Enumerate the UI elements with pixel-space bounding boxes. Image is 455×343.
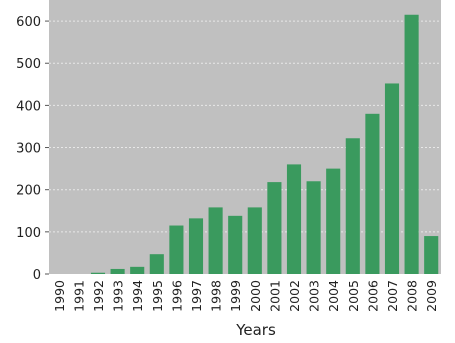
x-axis: 1990 1991 1992 1993 1994 1995 1996 1997 1998 1999… bbox=[52, 280, 439, 312]
y-tick-label: 300 bbox=[16, 142, 41, 157]
bar-1997 bbox=[188, 218, 204, 274]
bar-2008 bbox=[404, 14, 419, 275]
x-tick-label: 1990 bbox=[52, 280, 67, 312]
bar-2001 bbox=[267, 182, 282, 274]
bar-2005 bbox=[345, 138, 360, 274]
bar-1995 bbox=[149, 254, 164, 274]
x-tick-label: 1999 bbox=[228, 280, 243, 312]
y-tick-label: 600 bbox=[16, 15, 41, 30]
y-tick-label: 0 bbox=[33, 268, 41, 283]
bar-1992 bbox=[90, 272, 106, 274]
x-tick-label: 1996 bbox=[169, 280, 184, 312]
x-tick-label: 1997 bbox=[189, 280, 204, 312]
x-tick-label: 2001 bbox=[267, 280, 282, 312]
y-tick-label: 400 bbox=[16, 99, 41, 114]
bar-2004 bbox=[326, 168, 341, 274]
x-tick-label: 2000 bbox=[248, 280, 263, 312]
bars bbox=[90, 14, 439, 275]
x-tick-label: 2006 bbox=[365, 280, 380, 312]
x-tick-label: 2003 bbox=[307, 280, 322, 312]
x-tick-label: 1994 bbox=[130, 280, 145, 312]
y-tick-label: 100 bbox=[16, 226, 41, 241]
bar-1998 bbox=[208, 207, 223, 274]
y-axis: 0 100 200 300 400 500 600 bbox=[16, 15, 49, 283]
gridlines bbox=[49, 20, 441, 233]
x-tick-label: 1992 bbox=[91, 280, 106, 312]
bar-2007 bbox=[384, 83, 400, 274]
bar-1999 bbox=[228, 215, 243, 274]
bar-2009 bbox=[424, 236, 439, 274]
bar-1996 bbox=[169, 225, 184, 274]
x-tick-label: 1995 bbox=[150, 280, 165, 312]
x-tick-label: 2007 bbox=[385, 280, 400, 312]
bar-2006 bbox=[365, 113, 380, 274]
x-tick-label: 1991 bbox=[71, 280, 86, 312]
bar-2002 bbox=[286, 164, 302, 274]
x-tick-label: 2005 bbox=[346, 280, 361, 312]
x-tick-label: 2008 bbox=[405, 280, 420, 312]
bar-2000 bbox=[247, 207, 262, 274]
x-axis-title: Years bbox=[235, 321, 276, 339]
x-tick-label: 2009 bbox=[424, 280, 439, 312]
x-tick-label: 1998 bbox=[209, 280, 224, 312]
y-tick-label: 200 bbox=[16, 184, 41, 199]
x-tick-label: 2002 bbox=[287, 280, 302, 312]
x-tick-label: 1993 bbox=[111, 280, 126, 312]
x-tick-label: 2004 bbox=[326, 280, 341, 312]
bar-1993 bbox=[110, 268, 125, 274]
bar-2003 bbox=[306, 181, 321, 274]
y-tick-label: 500 bbox=[16, 57, 41, 72]
plot-area bbox=[49, 0, 441, 274]
bar-1994 bbox=[130, 266, 145, 274]
